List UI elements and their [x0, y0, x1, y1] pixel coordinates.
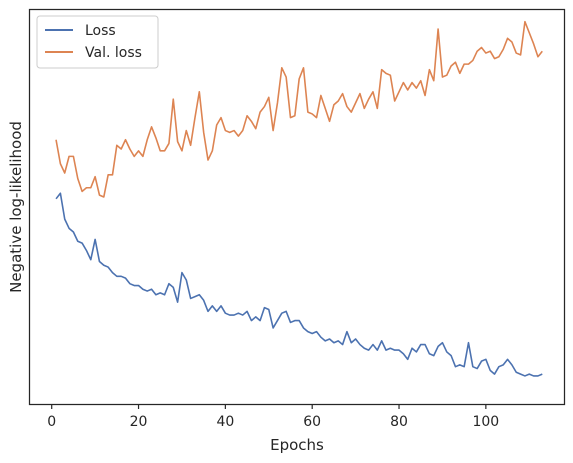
- y-axis-label: Negative log-likelihood: [7, 121, 25, 293]
- x-tick-label: 0: [47, 414, 56, 430]
- series-line-loss: [55, 192, 543, 377]
- series-layer: [55, 20, 543, 377]
- legend: Loss Val. loss: [36, 15, 159, 69]
- x-axis-label: Epochs: [270, 436, 324, 454]
- legend-label-loss: Loss: [85, 23, 116, 39]
- x-tick-label: 80: [390, 414, 408, 430]
- x-tick-label: 100: [472, 414, 499, 430]
- plot-frame: [28, 8, 566, 406]
- x-tick-label: 20: [130, 414, 148, 430]
- x-axis-ticks: 0 20 40 60 80 100: [47, 404, 499, 430]
- series-line-val-loss: [55, 20, 543, 198]
- x-tick-label: 40: [216, 414, 234, 430]
- legend-label-val-loss: Val. loss: [85, 45, 142, 61]
- x-tick-label: 60: [303, 414, 321, 430]
